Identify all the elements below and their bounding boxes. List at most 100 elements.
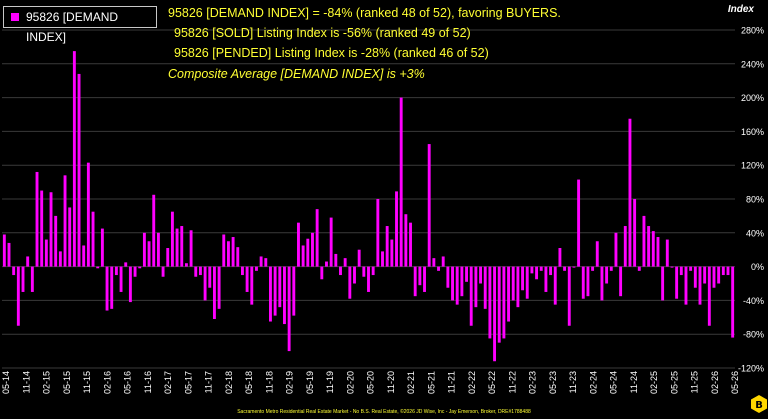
bar <box>170 211 174 267</box>
bar <box>133 266 137 277</box>
x-tick-label: 02-18 <box>224 371 234 394</box>
bar <box>82 245 86 267</box>
x-tick-label: 11-16 <box>143 371 153 393</box>
bar <box>30 266 34 292</box>
bar <box>222 234 226 267</box>
x-tick-label: 11-22 <box>507 371 517 393</box>
bar <box>367 266 370 292</box>
bar <box>114 266 118 276</box>
y-tick-label: -40% <box>743 296 764 306</box>
bar <box>684 266 688 305</box>
x-tick-label: 02-20 <box>345 371 355 394</box>
bar <box>679 266 683 276</box>
bar <box>166 248 170 267</box>
bar <box>2 234 6 267</box>
bar <box>455 266 459 305</box>
x-tick-label: 05-18 <box>244 371 254 394</box>
y-axis-title: Index <box>727 4 754 15</box>
bar <box>460 266 464 297</box>
bar <box>264 258 268 267</box>
bar <box>497 266 501 343</box>
bar <box>437 266 440 271</box>
x-tick-label: 05-26 <box>730 371 740 394</box>
bar <box>329 217 333 267</box>
bar <box>619 266 623 297</box>
bar <box>371 266 375 276</box>
bar <box>717 266 721 284</box>
bar <box>198 266 202 276</box>
bar <box>96 266 100 269</box>
bar <box>245 266 249 292</box>
bar <box>128 266 132 303</box>
bar <box>110 266 114 309</box>
bar <box>226 241 230 267</box>
chart-legend: 95826 [DEMAND INDEX] <box>3 6 157 44</box>
bar <box>586 266 590 297</box>
bar <box>488 266 492 339</box>
x-tick-label: 02-16 <box>102 371 112 394</box>
bar <box>558 248 562 267</box>
bar <box>665 239 669 267</box>
bar <box>651 231 655 267</box>
bar <box>54 215 58 267</box>
bar <box>297 222 300 267</box>
bar <box>404 214 408 267</box>
legend-swatch <box>11 13 19 21</box>
bar <box>591 266 595 271</box>
bar <box>175 228 179 267</box>
bar <box>698 266 702 305</box>
x-tick-label: 11-25 <box>690 371 700 393</box>
bar <box>255 266 258 271</box>
bar <box>465 266 468 282</box>
y-tick-label: 160% <box>741 127 764 137</box>
bar <box>474 266 478 308</box>
bar <box>493 266 497 362</box>
bar <box>637 266 641 271</box>
x-tick-label: 05-21 <box>426 371 436 394</box>
bar <box>553 266 557 305</box>
bar <box>283 266 286 325</box>
legend-label: 95826 [DEMAND INDEX] <box>26 10 119 44</box>
bar <box>320 266 324 280</box>
bar <box>581 266 585 299</box>
bar <box>77 73 81 267</box>
x-tick-label: 02-21 <box>406 371 416 394</box>
bar <box>21 266 25 292</box>
bar <box>609 266 613 271</box>
x-tick-label: 02-24 <box>588 371 598 394</box>
bar <box>105 266 109 311</box>
bar <box>479 266 482 284</box>
bar <box>311 232 314 267</box>
y-tick-label: -120% <box>738 364 764 374</box>
bar <box>212 266 216 319</box>
bar <box>138 266 142 269</box>
bar <box>189 230 193 267</box>
bar <box>203 266 207 301</box>
bar <box>712 266 716 288</box>
x-tick-label: 05-14 <box>1 371 11 394</box>
x-tick-label: 05-16 <box>123 371 133 394</box>
bar <box>278 266 282 308</box>
x-tick-label: 11-15 <box>82 371 92 393</box>
bar <box>12 266 16 276</box>
bar <box>427 144 431 267</box>
x-tick-label: 05-23 <box>548 371 558 394</box>
bar <box>35 171 39 267</box>
bar <box>605 266 609 284</box>
x-tick-label: 11-17 <box>204 371 214 393</box>
bar <box>572 266 576 268</box>
bar <box>689 266 693 271</box>
x-tick-label: 05-20 <box>366 371 376 394</box>
footer-credit: Sacramento Metro Residential Real Estate… <box>237 409 531 415</box>
bar <box>595 241 599 267</box>
x-tick-label: 02-17 <box>163 371 173 394</box>
bar <box>530 266 534 274</box>
bar <box>68 207 72 267</box>
bar <box>614 232 618 267</box>
bar <box>390 239 394 267</box>
bar <box>707 266 711 326</box>
bar <box>395 191 398 267</box>
bar <box>535 266 539 280</box>
y-tick-label: 120% <box>741 161 764 171</box>
bar <box>91 211 95 267</box>
